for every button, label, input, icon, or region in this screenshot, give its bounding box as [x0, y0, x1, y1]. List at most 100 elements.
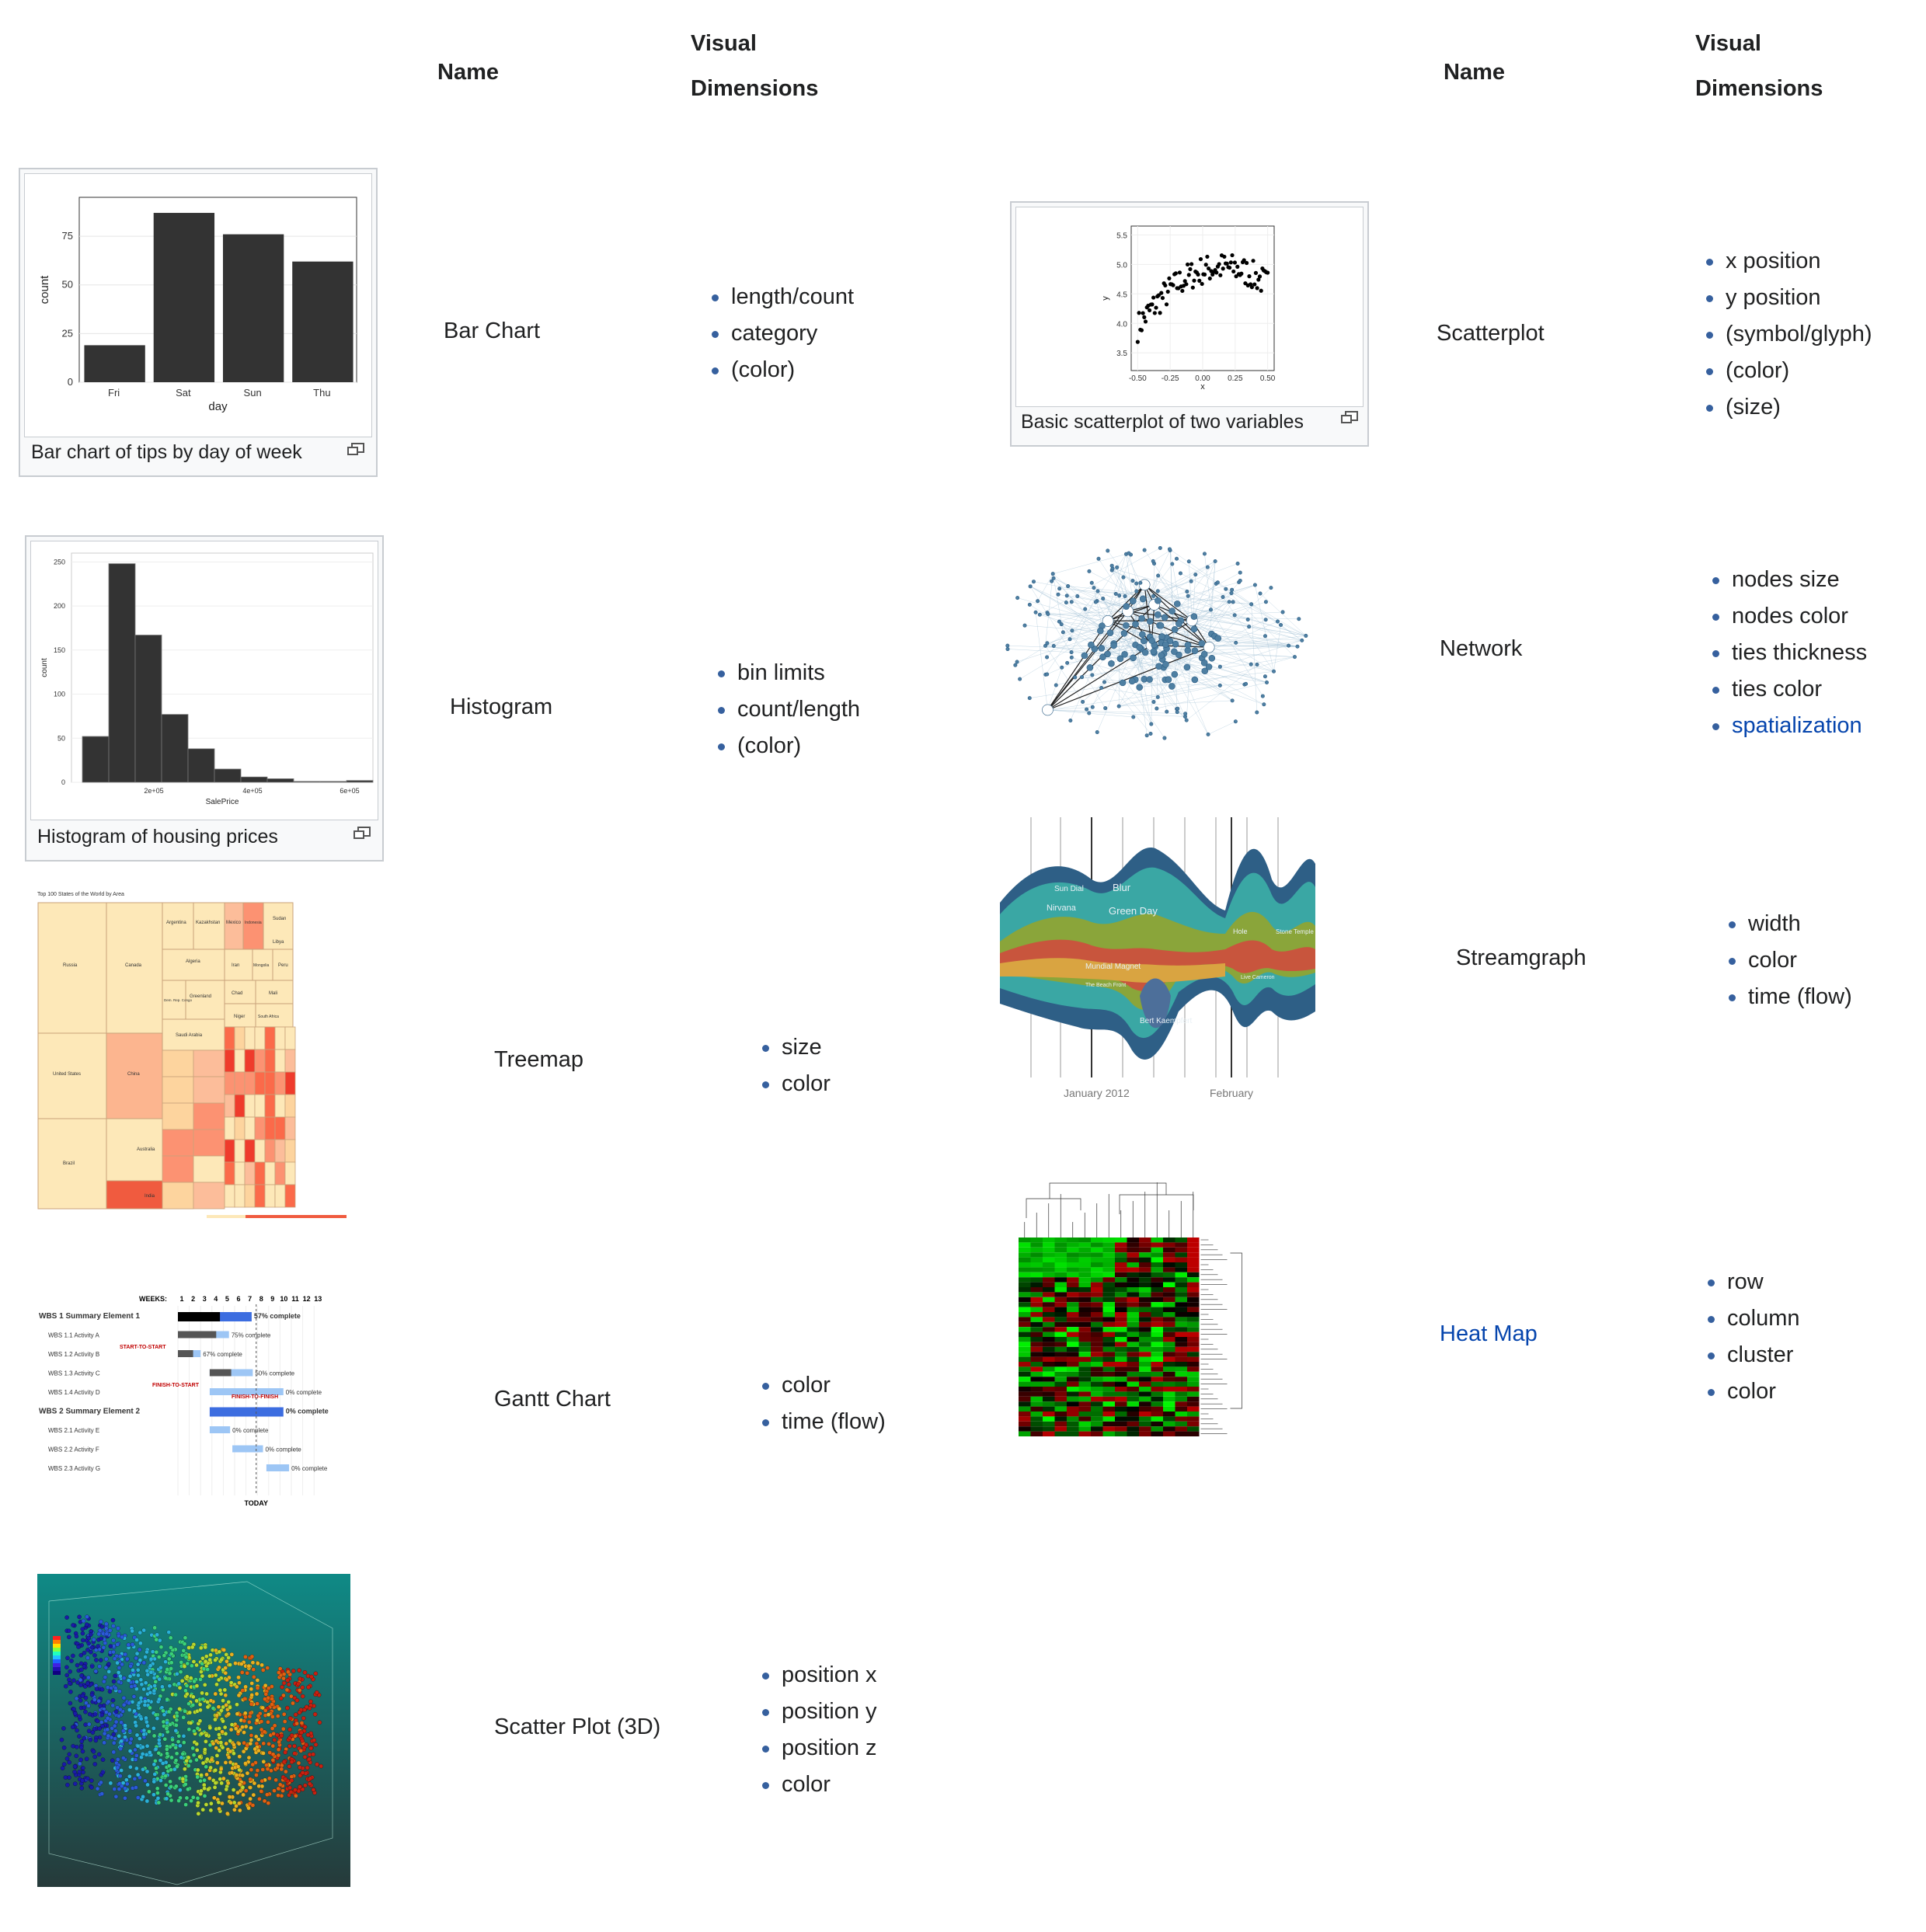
heat-cell — [1151, 1412, 1163, 1417]
heat-cell — [1019, 1277, 1031, 1283]
heat-cell — [1163, 1327, 1175, 1332]
streamgraph-image[interactable]: Sun Dial Blur Nirvana Green Day Mundial … — [1000, 817, 1315, 1103]
point — [1167, 276, 1172, 280]
heat-cell — [1102, 1267, 1115, 1272]
histogram-thumbnail[interactable]: 0 50 100 150 200 250 2e+05 4e+05 6e+05 SalePrice c… — [25, 535, 384, 862]
point3d — [157, 1676, 162, 1682]
treemap-cell — [193, 1182, 225, 1210]
enlarge-icon[interactable] — [1341, 411, 1358, 423]
heatmap-image[interactable] — [1008, 1175, 1298, 1471]
heat-cell — [1163, 1252, 1175, 1258]
heat-cell — [1067, 1381, 1079, 1387]
point3d — [186, 1755, 191, 1760]
point3d — [218, 1777, 222, 1781]
gantt-image[interactable]: WEEKS: 1 2 3 4 5 6 7 8 9 10 11 12 13 WBS 1 Summary Ele… — [36, 1292, 354, 1509]
heat-cell — [1139, 1412, 1151, 1417]
treemap-cell — [162, 1102, 194, 1130]
network-node — [1162, 736, 1167, 740]
scatterplot-thumbnail[interactable]: -0.50 -0.25 0.00 0.25 0.50 3.5 4.0 4.5 5.0 5.5 x y … — [1010, 201, 1369, 447]
network-node — [1231, 600, 1235, 604]
point3d — [140, 1752, 145, 1756]
point — [1196, 272, 1200, 277]
heat-cell — [1019, 1262, 1031, 1268]
histogram-caption: Histogram of housing prices — [37, 826, 278, 848]
heat-cell — [1067, 1302, 1079, 1307]
heat-cell — [1151, 1262, 1163, 1268]
point3d — [248, 1796, 253, 1801]
task-pct: 50% complete — [255, 1370, 294, 1377]
point3d — [99, 1780, 103, 1785]
point3d — [300, 1770, 305, 1775]
point3d — [110, 1758, 115, 1763]
treemap-image[interactable]: Top 100 States of the World by Area — [36, 889, 354, 1223]
spatialization-link[interactable]: spatialization — [1710, 708, 1867, 744]
task-bar — [232, 1445, 263, 1453]
heat-cell — [1151, 1317, 1163, 1322]
point3d — [196, 1767, 200, 1773]
point3d — [129, 1736, 134, 1742]
point3d — [261, 1751, 266, 1756]
network-node — [1148, 637, 1155, 644]
histogram-image[interactable]: 0 50 100 150 200 250 2e+05 4e+05 6e+05 SalePrice c… — [30, 541, 378, 820]
point3d — [249, 1687, 254, 1691]
enlarge-icon[interactable] — [354, 827, 371, 839]
point3d — [79, 1745, 84, 1750]
heat-cell — [1067, 1267, 1079, 1272]
treemap-cell-label: Dem. Rep. Congo — [164, 998, 193, 1002]
point3d — [270, 1697, 274, 1701]
point3d — [97, 1735, 103, 1740]
heat-cell — [1127, 1356, 1139, 1362]
point — [1163, 283, 1168, 288]
treemap-cell-label: Iran — [232, 963, 239, 968]
point3d — [108, 1781, 113, 1786]
point — [1214, 270, 1219, 275]
treemap-cell-label: Peru — [278, 963, 288, 968]
heat-cell — [1127, 1327, 1139, 1332]
heat-map-link[interactable]: Heat Map — [1440, 1321, 1538, 1346]
point3d — [134, 1785, 138, 1790]
point3d — [117, 1666, 122, 1670]
dim-item: category — [709, 315, 854, 352]
point3d — [172, 1767, 177, 1772]
dim-item: y position — [1704, 280, 1872, 316]
heat-cell — [1067, 1247, 1079, 1253]
heat-cell — [1139, 1317, 1151, 1322]
heat-cell — [1139, 1327, 1151, 1332]
point — [1156, 293, 1161, 298]
heat-cell — [1175, 1262, 1187, 1268]
point3d — [85, 1648, 90, 1652]
point3d — [255, 1686, 260, 1690]
bar-chart-image[interactable]: 0 25 50 75 Fri Sat Sun Thu day count — [24, 173, 372, 437]
point3d — [215, 1760, 220, 1765]
heat-cell — [1067, 1431, 1079, 1436]
network-image[interactable] — [987, 536, 1313, 769]
scatter3d-image[interactable] — [37, 1574, 350, 1887]
network-node — [1085, 707, 1089, 712]
treemap-cell — [264, 1161, 276, 1185]
heat-cell — [1091, 1317, 1103, 1322]
point — [1184, 282, 1189, 287]
bar-chart-thumbnail[interactable]: 0 25 50 75 Fri Sat Sun Thu day count Bar chart of… — [19, 168, 378, 477]
point3d — [126, 1678, 131, 1683]
heat-cell — [1187, 1371, 1200, 1377]
network-node — [1069, 650, 1074, 655]
point — [1171, 283, 1175, 287]
heat-cell — [1078, 1297, 1091, 1303]
point — [1218, 273, 1223, 277]
point3d — [214, 1753, 220, 1758]
heat-cell — [1091, 1371, 1103, 1377]
week-number: 11 — [291, 1295, 299, 1303]
point3d — [289, 1760, 294, 1764]
heat-cell — [1115, 1267, 1127, 1272]
point3d — [155, 1716, 160, 1721]
point3d — [113, 1686, 118, 1690]
scatterplot-image[interactable]: -0.50 -0.25 0.00 0.25 0.50 3.5 4.0 4.5 5.0 5.5 x y — [1015, 207, 1364, 407]
enlarge-icon[interactable] — [347, 443, 364, 455]
network-node — [1059, 622, 1064, 627]
point3d — [289, 1774, 294, 1779]
point3d — [165, 1697, 169, 1702]
treemap-cell — [274, 1071, 286, 1095]
point3d — [113, 1728, 118, 1733]
dim-item: nodes size — [1710, 562, 1867, 598]
